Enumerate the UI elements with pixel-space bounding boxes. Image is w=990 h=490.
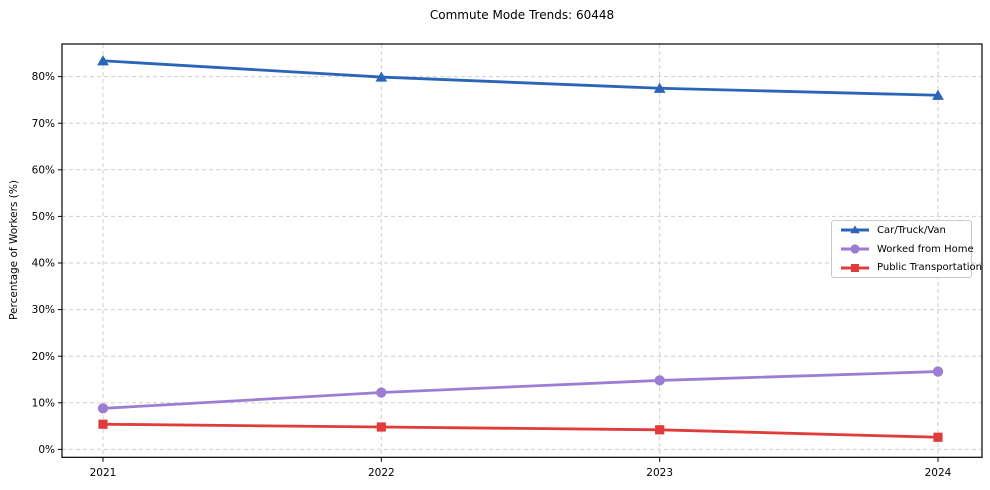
x-tick-label: 2022: [368, 467, 395, 479]
y-tick-label: 20%: [32, 351, 55, 363]
legend-row-car: Car/Truck/Van: [839, 221, 971, 240]
data-point-marker: [97, 403, 109, 414]
data-point-marker: [932, 89, 944, 100]
y-tick-label: 50%: [32, 211, 55, 223]
legend-row-transit: Public Transportation: [839, 258, 982, 277]
legend-label-car: Car/Truck/Van: [877, 224, 946, 236]
x-tick-label: 2024: [925, 467, 952, 479]
legend-label-wfh: Worked from Home: [877, 243, 974, 255]
chart-title: Commute Mode Trends: 60448: [429, 8, 615, 22]
y-tick-label: 80%: [32, 71, 55, 83]
legend-row-wfh: Worked from Home: [839, 240, 974, 259]
legend-marker-wfh-icon: [841, 244, 869, 254]
data-point-marker: [376, 387, 387, 398]
y-tick-label: 60%: [32, 164, 55, 176]
data-point-marker: [97, 55, 109, 66]
y-tick-label: 10%: [32, 397, 55, 409]
y-tick-label: 30%: [32, 304, 55, 316]
data-point-marker: [653, 82, 666, 93]
data-point-marker: [933, 432, 943, 442]
legend: Car/Truck/Van Worked from Home Public Tr…: [831, 220, 982, 278]
data-point-marker: [375, 71, 388, 82]
data-point-marker: [932, 366, 944, 377]
data-point-marker: [654, 375, 665, 386]
legend-label-transit: Public Transportation: [877, 262, 982, 274]
legend-marker-transit-icon: [841, 263, 869, 272]
series-line: [102, 422, 939, 439]
series-line: [102, 59, 939, 97]
x-tick-label: 2023: [646, 467, 673, 479]
y-tick-label: 40%: [32, 258, 55, 270]
data-point-marker: [655, 425, 665, 435]
y-tick-label: 0%: [38, 444, 55, 456]
y-tick-label: 70%: [32, 118, 55, 130]
data-point-marker: [98, 419, 108, 429]
data-point-marker: [376, 422, 386, 432]
plot-border: [61, 43, 983, 458]
legend-marker-car-icon: [841, 225, 869, 234]
x-tick-label: 2021: [90, 467, 117, 479]
series-line: [102, 370, 939, 410]
